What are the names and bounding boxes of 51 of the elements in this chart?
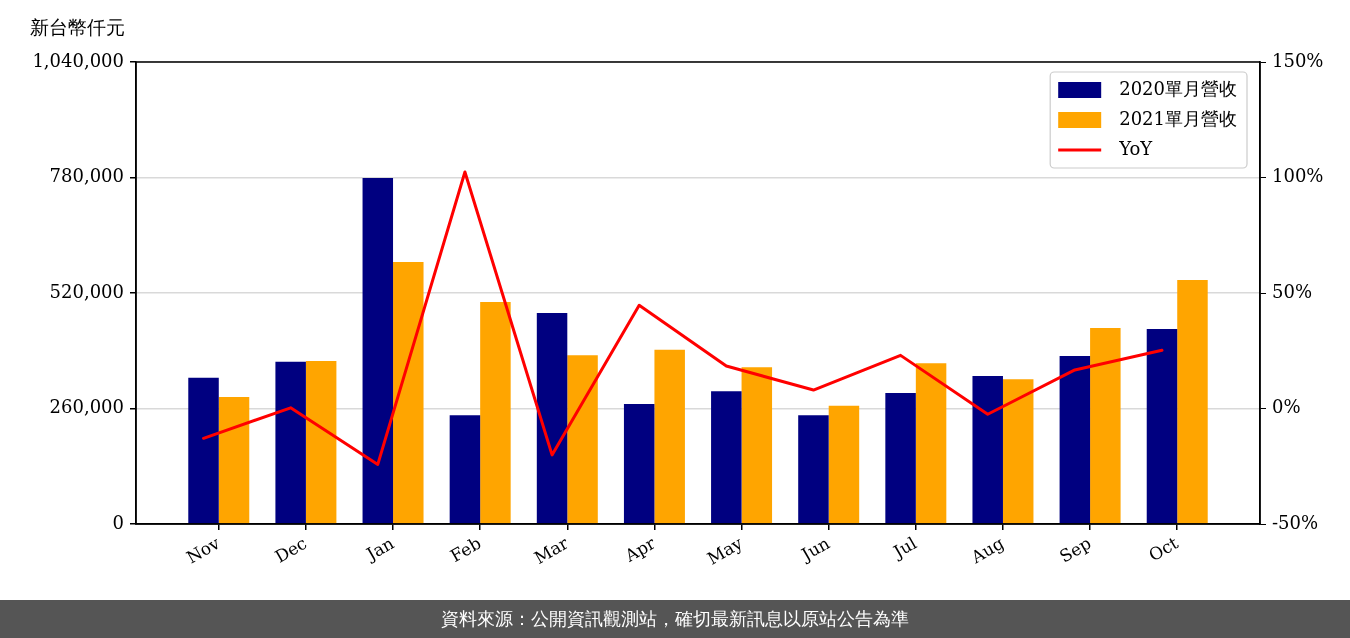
y2-tick-label: 0% xyxy=(1272,396,1301,418)
bar xyxy=(567,355,598,524)
x-tick-label: Oct xyxy=(1145,532,1182,566)
bar xyxy=(1059,356,1091,524)
x-tick-label: Mar xyxy=(530,532,573,568)
bar xyxy=(972,376,1003,524)
x-tick-label: Jul xyxy=(888,532,921,563)
x-tick-label: Apr xyxy=(620,532,660,567)
y-tick-label: 520,000 xyxy=(49,280,124,302)
bar xyxy=(711,391,742,524)
x-tick-label: Jun xyxy=(796,532,833,566)
bar xyxy=(362,177,394,524)
bar xyxy=(1146,328,1178,524)
legend-label: 2020單月營收 xyxy=(1119,77,1237,99)
bar xyxy=(623,404,655,524)
x-tick-label: Feb xyxy=(446,532,485,567)
x-tick-label: Jan xyxy=(361,532,398,566)
x-tick-label: Nov xyxy=(182,532,224,568)
source-note: 資料來源：公開資訊觀測站，確切最新訊息以原站公告為準 xyxy=(441,607,909,631)
y2-tick-label: 100% xyxy=(1272,165,1324,187)
bar xyxy=(1002,379,1034,524)
bar xyxy=(275,361,306,524)
y2-tick-label: 50% xyxy=(1272,280,1313,302)
bar xyxy=(1090,328,1121,524)
bar xyxy=(885,392,916,524)
bar xyxy=(654,349,685,524)
bar xyxy=(305,360,337,524)
bar xyxy=(218,396,250,524)
bar xyxy=(915,363,947,524)
y-tick-label: 780,000 xyxy=(49,165,124,187)
y-axis-title: 新台幣仟元 xyxy=(30,16,125,38)
x-tick-label: Sep xyxy=(1056,532,1095,567)
bar xyxy=(393,261,424,524)
y2-tick-label: -50% xyxy=(1272,511,1319,533)
bar xyxy=(449,415,481,524)
y2-tick-label: 150% xyxy=(1272,49,1324,71)
legend-label: 2021單月營收 xyxy=(1119,107,1237,129)
bar xyxy=(188,377,219,524)
y-tick-label: 260,000 xyxy=(49,396,124,418)
bar xyxy=(480,301,511,524)
y-tick-label: 0 xyxy=(112,511,124,533)
bar xyxy=(1177,280,1208,524)
bar xyxy=(798,415,829,524)
y-tick-label: 1,040,000 xyxy=(32,49,124,71)
bar xyxy=(536,312,568,524)
x-tick-label: Aug xyxy=(966,532,1008,568)
bar xyxy=(828,405,860,524)
legend-label: YoY xyxy=(1118,137,1154,159)
bar xyxy=(741,367,773,524)
x-tick-label: Dec xyxy=(271,532,311,567)
x-tick-label: May xyxy=(703,532,747,569)
